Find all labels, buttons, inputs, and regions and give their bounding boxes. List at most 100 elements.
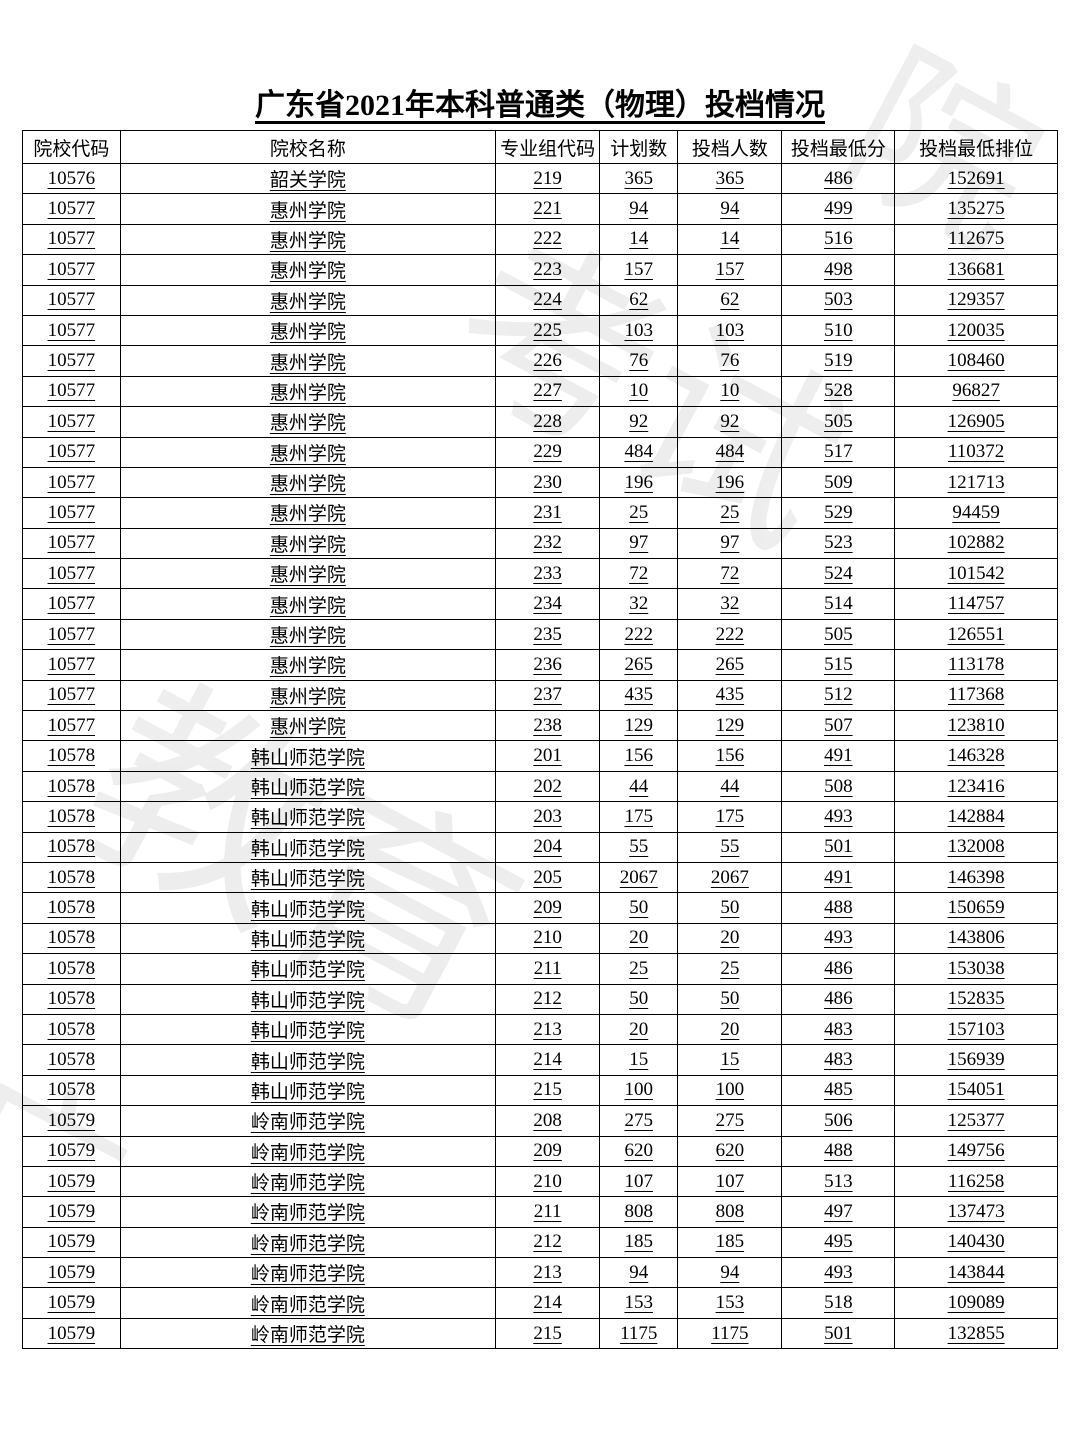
table-cell: 10577 (23, 255, 121, 285)
col-header: 院校名称 (120, 131, 495, 164)
table-cell: 123810 (895, 711, 1058, 741)
table-cell: 韩山师范学院 (120, 1045, 495, 1075)
table-cell: 265 (600, 650, 678, 680)
table-cell: 808 (600, 1197, 678, 1227)
table-row: 10577惠州学院2329797523102882 (23, 528, 1058, 558)
table-cell: 惠州学院 (120, 711, 495, 741)
table-cell: 94 (678, 1258, 782, 1288)
table-cell: 508 (782, 771, 895, 801)
table-cell: 213 (496, 1258, 600, 1288)
table-cell: 10 (678, 376, 782, 406)
table-cell: 235 (496, 619, 600, 649)
table-cell: 201 (496, 741, 600, 771)
table-cell: 154051 (895, 1075, 1058, 1105)
table-cell: 10577 (23, 376, 121, 406)
table-cell: 109089 (895, 1288, 1058, 1318)
table-cell: 10577 (23, 285, 121, 315)
table-cell: 156939 (895, 1045, 1058, 1075)
table-cell: 129 (600, 711, 678, 741)
table-cell: 236 (496, 650, 600, 680)
table-cell: 486 (782, 984, 895, 1014)
table-cell: 10577 (23, 711, 121, 741)
table-row: 10577惠州学院236265265515113178 (23, 650, 1058, 680)
table-cell: 484 (600, 437, 678, 467)
table-cell: 55 (678, 832, 782, 862)
table-cell: 497 (782, 1197, 895, 1227)
table-row: 10577惠州学院237435435512117368 (23, 680, 1058, 710)
table-cell: 435 (678, 680, 782, 710)
table-row: 10578韩山师范学院2102020493143806 (23, 923, 1058, 953)
table-cell: 114757 (895, 589, 1058, 619)
table-cell: 10577 (23, 680, 121, 710)
table-row: 10577惠州学院229484484517110372 (23, 437, 1058, 467)
table-cell: 32 (600, 589, 678, 619)
table-cell: 107 (600, 1166, 678, 1196)
table-cell: 15 (678, 1045, 782, 1075)
table-cell: 209 (496, 1136, 600, 1166)
table-cell: 157 (678, 255, 782, 285)
table-cell: 495 (782, 1227, 895, 1257)
table-cell: 143844 (895, 1258, 1058, 1288)
table-cell: 韩山师范学院 (120, 1014, 495, 1044)
table-cell: 10577 (23, 650, 121, 680)
table-cell: 226 (496, 346, 600, 376)
table-cell: 10578 (23, 923, 121, 953)
table-cell: 惠州学院 (120, 437, 495, 467)
table-cell: 10578 (23, 1075, 121, 1105)
col-header: 投档最低分 (782, 131, 895, 164)
table-cell: 486 (782, 954, 895, 984)
table-cell: 惠州学院 (120, 528, 495, 558)
table-cell: 529 (782, 498, 895, 528)
table-cell: 韩山师范学院 (120, 862, 495, 892)
table-cell: 212 (496, 984, 600, 1014)
table-cell: 202 (496, 771, 600, 801)
table-cell: 韶关学院 (120, 164, 495, 194)
table-cell: 113178 (895, 650, 1058, 680)
table-cell: 韩山师范学院 (120, 893, 495, 923)
table-cell: 153 (600, 1288, 678, 1318)
table-cell: 528 (782, 376, 895, 406)
table-cell: 224 (496, 285, 600, 315)
table-cell: 238 (496, 711, 600, 741)
table-row: 10579岭南师范学院21511751175501132855 (23, 1318, 1058, 1348)
table-cell: 227 (496, 376, 600, 406)
table-cell: 62 (600, 285, 678, 315)
table-cell: 10579 (23, 1318, 121, 1348)
table-cell: 惠州学院 (120, 407, 495, 437)
table-cell: 10578 (23, 954, 121, 984)
table-cell: 惠州学院 (120, 498, 495, 528)
table-row: 10578韩山师范学院2132020483157103 (23, 1014, 1058, 1044)
table-cell: 50 (600, 893, 678, 923)
table-cell: 10577 (23, 346, 121, 376)
table-cell: 14 (678, 224, 782, 254)
table-cell: 212 (496, 1227, 600, 1257)
table-cell: 120035 (895, 315, 1058, 345)
table-cell: 25 (678, 498, 782, 528)
table-cell: 1175 (600, 1318, 678, 1348)
table-cell: 523 (782, 528, 895, 558)
table-cell: 215 (496, 1075, 600, 1105)
table-cell: 129357 (895, 285, 1058, 315)
table-cell: 岭南师范学院 (120, 1288, 495, 1318)
table-cell: 岭南师范学院 (120, 1318, 495, 1348)
table-cell: 214 (496, 1288, 600, 1318)
table-cell: 10578 (23, 984, 121, 1014)
table-cell: 10577 (23, 589, 121, 619)
table-cell: 491 (782, 741, 895, 771)
table-cell: 50 (678, 893, 782, 923)
table-cell: 10577 (23, 437, 121, 467)
table-cell: 505 (782, 619, 895, 649)
table-cell: 135275 (895, 194, 1058, 224)
table-cell: 10578 (23, 1045, 121, 1075)
table-cell: 493 (782, 923, 895, 953)
table-row: 10577惠州学院225103103510120035 (23, 315, 1058, 345)
table-cell: 韩山师范学院 (120, 741, 495, 771)
table-cell: 55 (600, 832, 678, 862)
table-body: 10576韶关学院21936536548615269110577惠州学院2219… (23, 164, 1058, 1349)
table-cell: 126551 (895, 619, 1058, 649)
table-cell: 惠州学院 (120, 559, 495, 589)
table-cell: 196 (600, 467, 678, 497)
table-cell: 韩山师范学院 (120, 1075, 495, 1105)
table-cell: 229 (496, 437, 600, 467)
table-row: 10578韩山师范学院20520672067491146398 (23, 862, 1058, 892)
